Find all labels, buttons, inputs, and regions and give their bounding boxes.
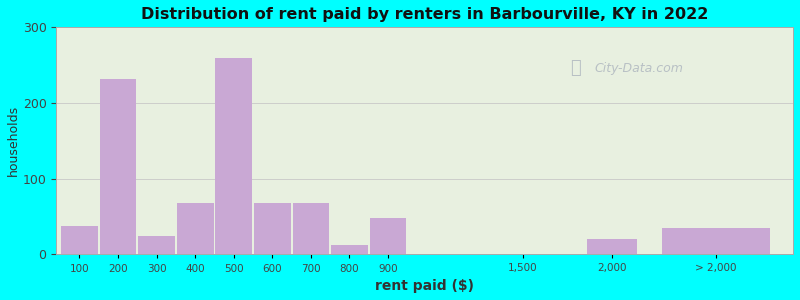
Bar <box>586 239 637 254</box>
Bar <box>100 79 136 254</box>
Bar <box>370 218 406 254</box>
Bar <box>177 203 214 254</box>
Bar <box>61 226 98 254</box>
Bar <box>138 236 175 254</box>
Bar <box>662 228 770 254</box>
Y-axis label: households: households <box>7 105 20 176</box>
Text: City-Data.com: City-Data.com <box>594 62 683 75</box>
Bar <box>215 58 252 254</box>
X-axis label: rent paid ($): rent paid ($) <box>375 279 474 293</box>
Text: ⦿: ⦿ <box>570 59 581 77</box>
Title: Distribution of rent paid by renters in Barbourville, KY in 2022: Distribution of rent paid by renters in … <box>141 7 708 22</box>
Bar <box>293 203 330 254</box>
Bar <box>254 203 290 254</box>
Bar <box>331 245 368 254</box>
